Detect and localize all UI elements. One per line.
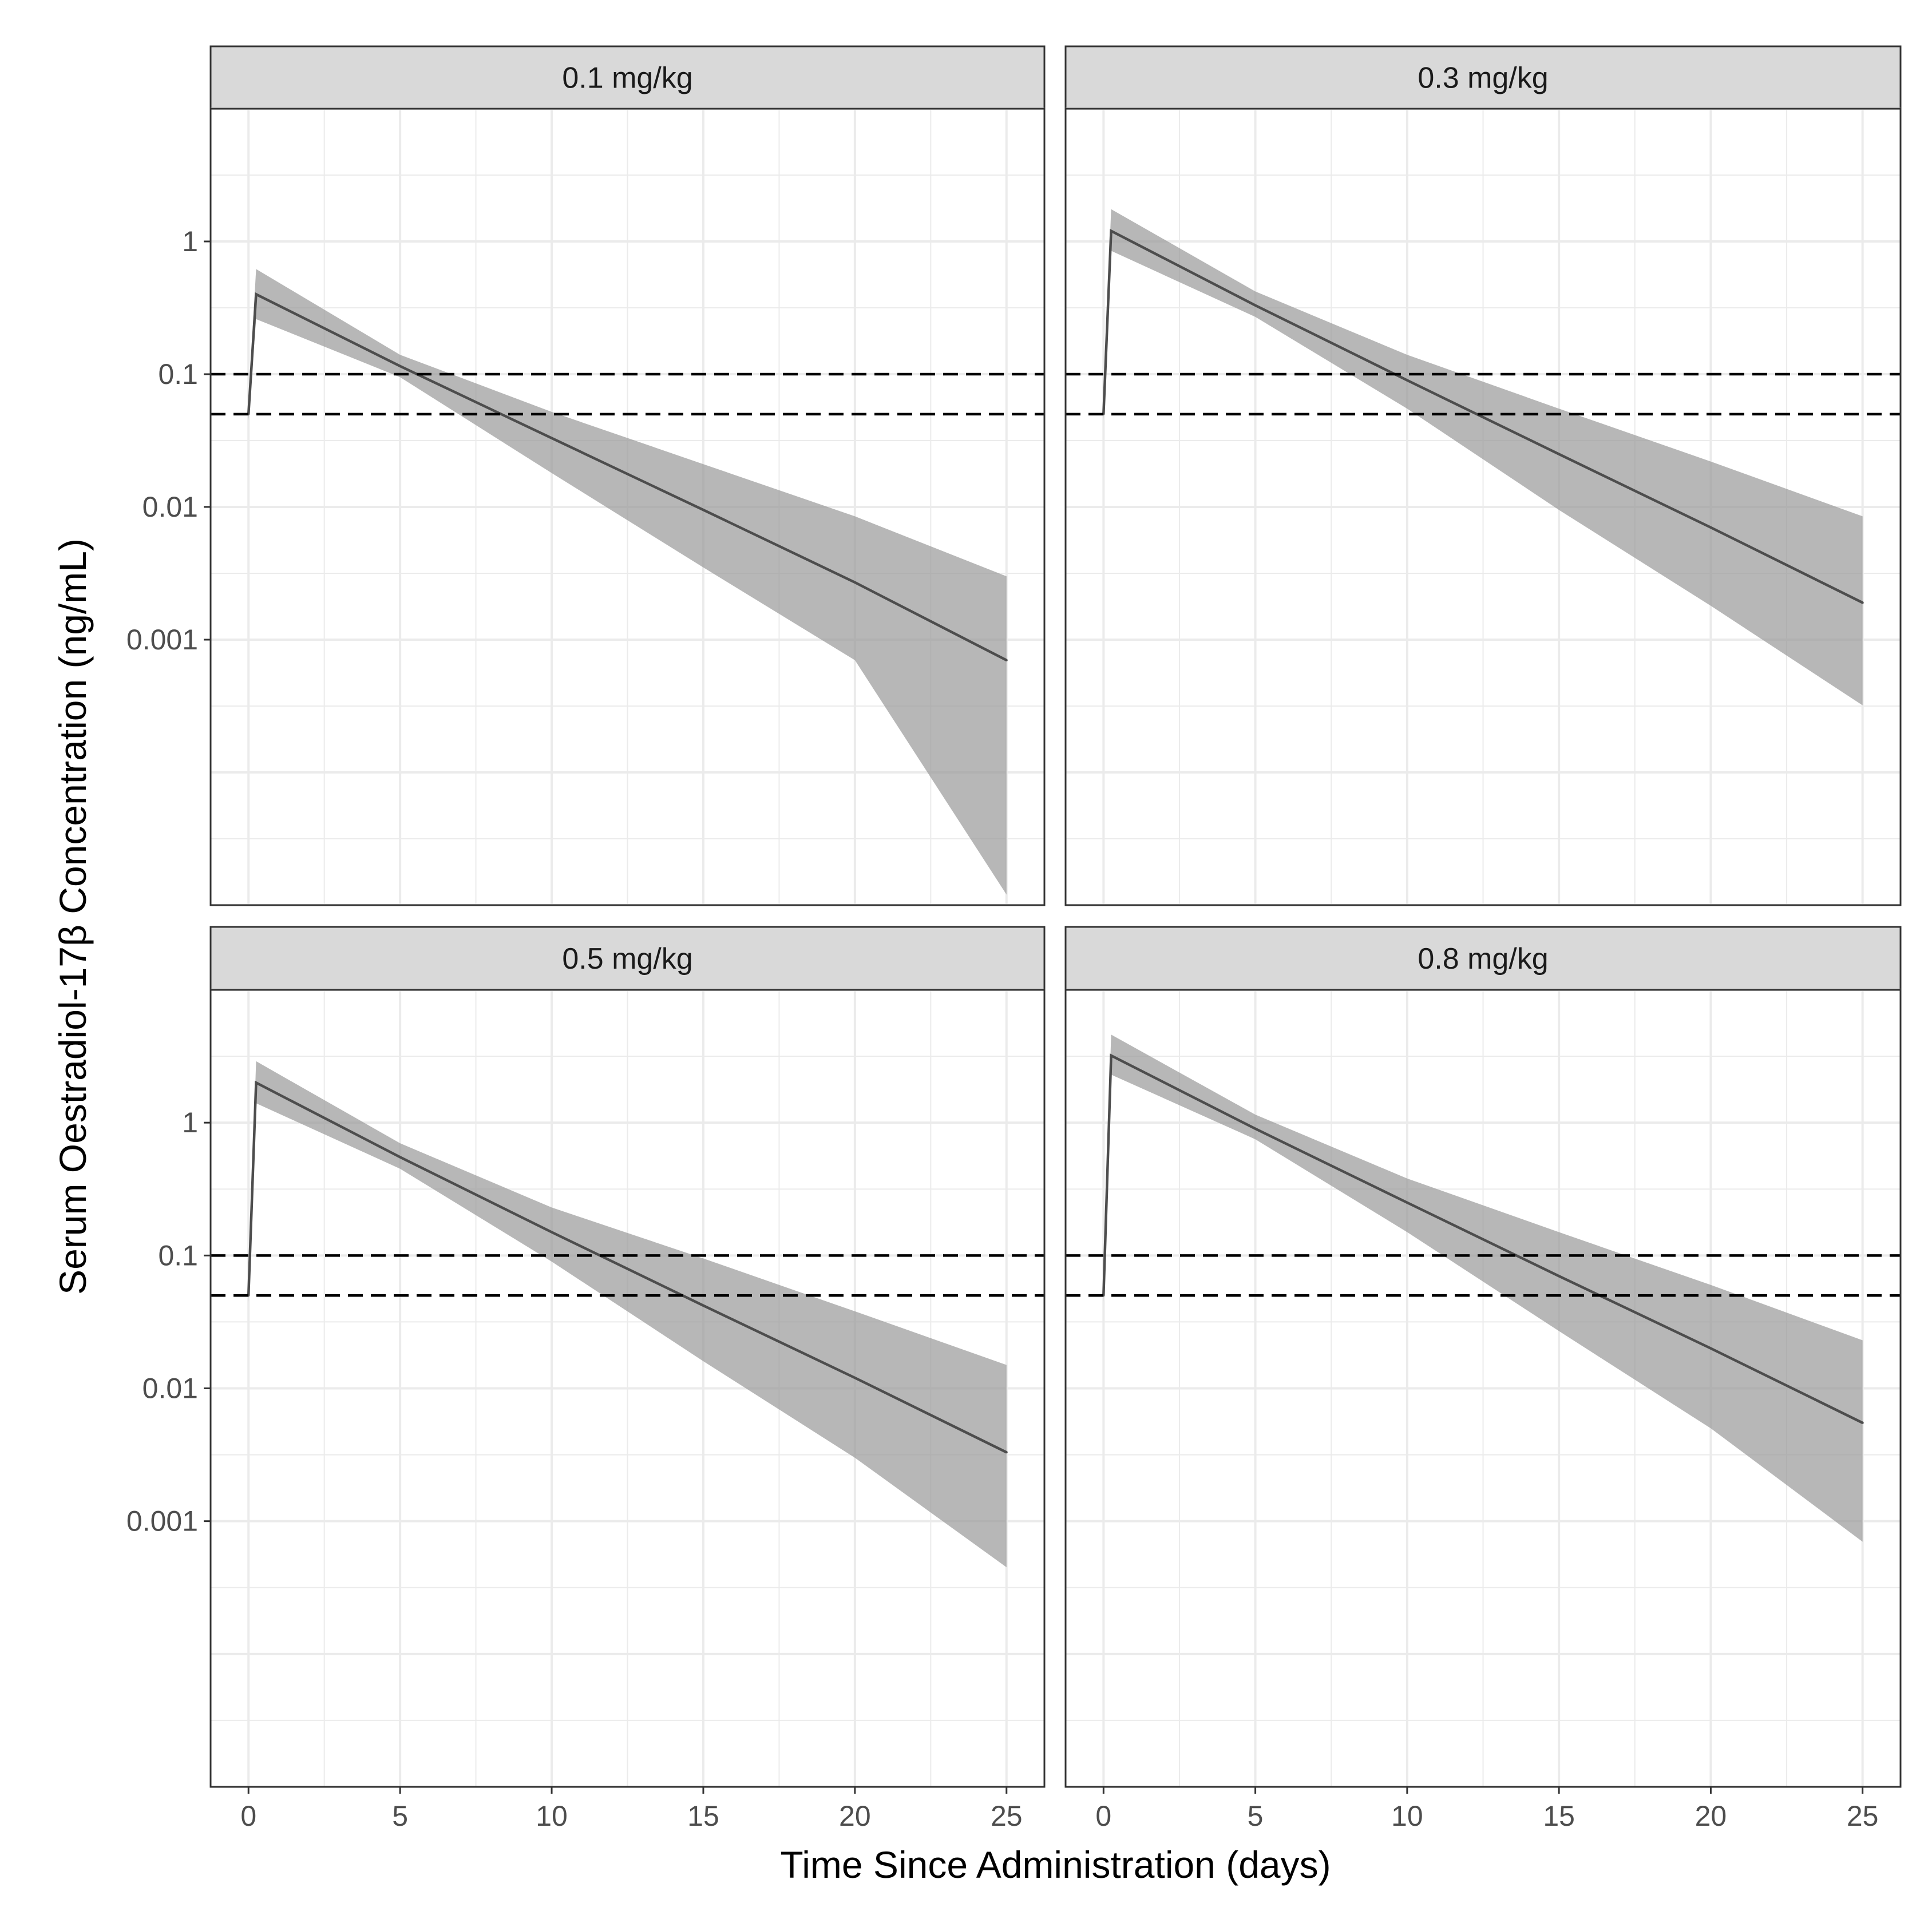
data-point [1254, 1127, 1257, 1130]
panel-0-1-mg-kg: 0.1 mg/kg 1 0.1 0.01 0.001 [126, 45, 1046, 906]
data-point [702, 1304, 704, 1307]
strip-label: 0.3 mg/kg [1418, 62, 1548, 95]
x-tick-label: 0 [1095, 1800, 1111, 1832]
data-point [702, 509, 704, 512]
panel-0-5-mg-kg: 0.5 mg/kg 1 0.1 0.01 0.001 0 5 10 15 20 25 [126, 926, 1046, 1832]
confidence-band [248, 1061, 1007, 1568]
data-point [1406, 379, 1408, 382]
y-tick-label: 0.01 [142, 1373, 198, 1405]
strip-0-5-mg-kg [209, 926, 1046, 991]
x-tick-label: 15 [1543, 1800, 1575, 1832]
x-tick-label: 20 [839, 1800, 871, 1832]
strip-0-8-mg-kg [1064, 926, 1902, 991]
data-point [1709, 526, 1712, 529]
data-point [853, 581, 856, 584]
y-tick-label: 0.001 [126, 1505, 198, 1537]
data-point [853, 1377, 856, 1379]
data-point [255, 1081, 258, 1084]
panel-0-3-mg-kg: 0.3 mg/kg [1064, 45, 1902, 906]
data-point [399, 1156, 402, 1159]
data-point [1005, 659, 1008, 661]
data-point [1005, 1451, 1008, 1454]
confidence-band [1103, 209, 1863, 705]
y-tick-label: 0.001 [126, 624, 198, 656]
data-point [1254, 304, 1257, 307]
strip-0-1-mg-kg [209, 45, 1046, 110]
data-point [1406, 1201, 1408, 1204]
panel-border [1064, 108, 1902, 906]
data-point [399, 364, 402, 367]
y-tick-label: 0.01 [142, 491, 198, 523]
data-point [551, 437, 553, 439]
y-tick-label: 0.1 [158, 1239, 198, 1271]
confidence-band [1103, 1034, 1863, 1542]
data-point [1558, 1275, 1561, 1278]
strip-label: 0.8 mg/kg [1418, 942, 1548, 976]
y-axis-title: Serum Oestradiol-17β Concentration (ng/m… [52, 538, 94, 1295]
data-point [1110, 229, 1113, 232]
data-point [1110, 1054, 1113, 1057]
x-tick-label: 0 [240, 1800, 256, 1832]
data-point [1709, 1347, 1712, 1350]
strip-label: 0.5 mg/kg [562, 942, 692, 976]
x-axis-title: Time Since Administration (days) [780, 1843, 1331, 1886]
data-point [255, 293, 258, 296]
panel-border [1064, 989, 1902, 1788]
data-point [1861, 1421, 1864, 1424]
y-tick-label: 0.1 [158, 358, 198, 390]
x-tick-label: 25 [1847, 1800, 1879, 1832]
y-tick-label: 1 [182, 225, 198, 257]
x-tick-label: 10 [536, 1800, 568, 1832]
x-tick-label: 15 [687, 1800, 719, 1832]
data-point [1558, 453, 1561, 455]
x-tick-label: 5 [392, 1800, 408, 1832]
strip-label: 0.1 mg/kg [562, 62, 692, 95]
panel-0-8-mg-kg: 0.8 mg/kg 0 5 10 15 20 25 [1064, 926, 1902, 1832]
y-tick-label: 1 [182, 1107, 198, 1139]
x-tick-label: 20 [1695, 1800, 1727, 1832]
x-tick-label: 5 [1248, 1800, 1264, 1832]
strip-0-3-mg-kg [1064, 45, 1902, 110]
x-tick-label: 25 [991, 1800, 1023, 1832]
data-point [551, 1231, 553, 1234]
x-tick-label: 10 [1391, 1800, 1423, 1832]
data-point [1861, 601, 1864, 604]
